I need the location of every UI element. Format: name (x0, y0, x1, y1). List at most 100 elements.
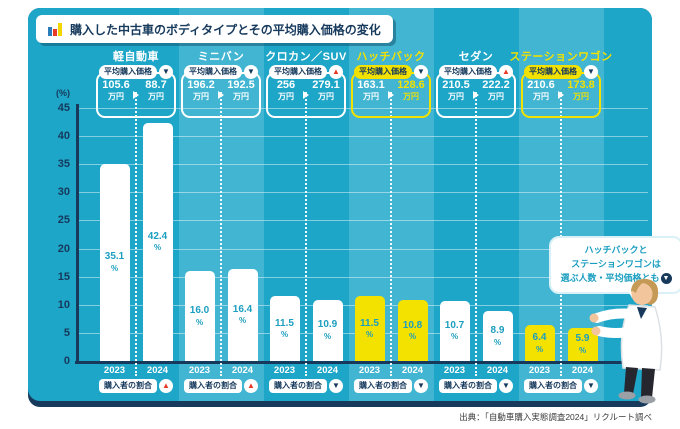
bar-2023: 10.7% (439, 300, 470, 361)
bar-value-label: 16.4% (232, 303, 253, 326)
avg-price-label-pill: 平均購入価格 (354, 65, 412, 79)
share-trend-down-icon: ▼ (329, 379, 343, 393)
gridline (78, 192, 648, 194)
chart-panel: 45 40 35 30 25 20 15 10 5 0 (%) 軽自動車 平均購入価格 ▼ 105.6 万円 8… (28, 8, 652, 407)
price-trend-down-icon: ▼ (414, 65, 428, 79)
buyer-share-group: 購入者の割合 ▼ (354, 379, 428, 393)
buyer-share-group: 購入者の割合 ▲ (184, 379, 258, 393)
year-label: 2024 (571, 365, 594, 376)
avg-price-label-pill: 平均購入価格 (99, 65, 157, 79)
year-label: 2024 (231, 365, 254, 376)
price-number: 128.6 (397, 79, 425, 91)
category-header: ハッチバック (356, 51, 426, 63)
bar-2024: 42.4% (142, 122, 173, 361)
avg-price-pill-group: 平均購入価格 ▼ (354, 65, 428, 79)
avg-price-label-pill: 平均購入価格 (524, 65, 582, 79)
price-trend-up-icon: ▲ (499, 65, 513, 79)
x-axis (75, 361, 650, 364)
price-number: 105.6 (102, 79, 130, 91)
avg-price-pill-group: 平均購入価格 ▲ (269, 65, 343, 79)
currency-unit: 万円 (148, 91, 164, 101)
year-arrow-icon (303, 91, 309, 99)
price-value-2023: 210.5 万円 (438, 79, 474, 101)
bar-value-label: 11.5% (360, 317, 379, 339)
gridline (78, 108, 648, 109)
gridline (78, 220, 648, 222)
callout-line-2: ステーションワゴンは (571, 258, 661, 269)
price-trend-down-icon: ▼ (584, 65, 598, 79)
y-tick: 20 (57, 242, 70, 255)
price-number: 210.6 (527, 79, 555, 91)
avg-price-pill-group: 平均購入価格 ▼ (184, 65, 258, 79)
callout-bubble: ハッチバックと ステーションワゴンは 選ぶ人数・平均価格とも ▼ (549, 236, 680, 298)
bar-2024: 16.4% (227, 268, 258, 361)
price-number: 210.5 (442, 79, 470, 91)
price-value-2024: 279.1 万円 (308, 79, 344, 101)
price-value-2024: 128.6 万円 (393, 79, 429, 101)
avg-price-label-pill: 平均購入価格 (439, 65, 497, 79)
callout-line-1: ハッチバックと (584, 245, 648, 255)
price-number: 88.7 (145, 79, 167, 91)
buyer-share-pill: 購入者の割合 (99, 379, 157, 393)
buyer-share-group: 購入者の割合 ▼ (269, 379, 343, 393)
price-number: 173.8 (567, 79, 595, 91)
bar-value-label: 10.7% (444, 319, 465, 342)
currency-unit: 万円 (403, 91, 419, 101)
year-label: 2023 (358, 365, 381, 376)
bar-2023: 16.0% (184, 271, 215, 361)
price-trend-up-icon: ▲ (329, 65, 343, 79)
buyer-share-group: 購入者の割合 ▲ (99, 379, 173, 393)
buyer-share-pill: 購入者の割合 (269, 379, 327, 393)
avg-price-pill-group: 平均購入価格 ▲ (439, 65, 513, 79)
bar-value-label: 5.9% (575, 333, 590, 355)
currency-unit: 万円 (488, 91, 504, 101)
price-value-2023: 105.6 万円 (98, 79, 134, 101)
price-number: 192.5 (227, 79, 255, 91)
percent-label: (%) (56, 88, 70, 98)
mini-bar-chart-icon (48, 22, 62, 36)
currency-unit: 万円 (318, 91, 334, 101)
bar-2023: 35.1% (99, 163, 130, 361)
year-arrow-icon (558, 91, 564, 99)
price-value-2023: 163.1 万円 (353, 79, 389, 101)
category-header: ミニバン (197, 51, 245, 63)
bar-value-label: 42.4% (147, 230, 168, 253)
price-number: 256 (276, 79, 296, 91)
avg-price-label-pill: 平均購入価格 (184, 65, 242, 79)
currency-unit: 万円 (363, 91, 379, 101)
year-label: 2024 (401, 365, 424, 376)
y-axis (76, 104, 79, 362)
currency-unit: 万円 (108, 91, 124, 101)
price-number: 222.2 (482, 79, 510, 91)
category-header: セダン (458, 51, 494, 63)
price-number: 163.1 (357, 79, 385, 91)
year-label: 2023 (528, 365, 551, 376)
year-label: 2023 (443, 365, 466, 376)
y-tick: 40 (57, 130, 70, 143)
chart-area: 45 40 35 30 25 20 15 10 5 0 (%) 軽自動車 平均購入価格 ▼ 105.6 万円 8… (28, 8, 652, 401)
price-value-2024: 192.5 万円 (223, 79, 259, 101)
y-tick: 0 (63, 355, 70, 367)
price-value-2024: 173.8 万円 (563, 79, 599, 101)
avg-price-pill-group: 平均購入価格 ▼ (99, 65, 173, 79)
down-arrow-icon: ▼ (660, 273, 672, 284)
year-label: 2023 (188, 365, 211, 376)
currency-unit: 万円 (278, 91, 294, 101)
price-trend-down-icon: ▼ (244, 65, 258, 79)
bar-value-label: 10.9% (317, 319, 338, 341)
y-tick: 30 (57, 186, 70, 199)
buyer-share-group: 購入者の割合 ▼ (439, 379, 513, 393)
bar-value-label: 11.5% (275, 317, 294, 339)
buyer-share-pill: 購入者の割合 (184, 379, 242, 393)
year-label: 2024 (316, 365, 339, 376)
currency-unit: 万円 (193, 91, 209, 101)
share-trend-down-icon: ▼ (584, 379, 598, 393)
bar-value-label: 6.4% (532, 331, 547, 354)
share-trend-up-icon: ▲ (244, 379, 258, 393)
price-number: 196.2 (187, 79, 215, 91)
share-trend-down-icon: ▼ (499, 379, 513, 393)
year-label: 2024 (486, 365, 509, 376)
year-arrow-icon (218, 91, 224, 99)
buyer-share-pill: 購入者の割合 (354, 379, 412, 393)
